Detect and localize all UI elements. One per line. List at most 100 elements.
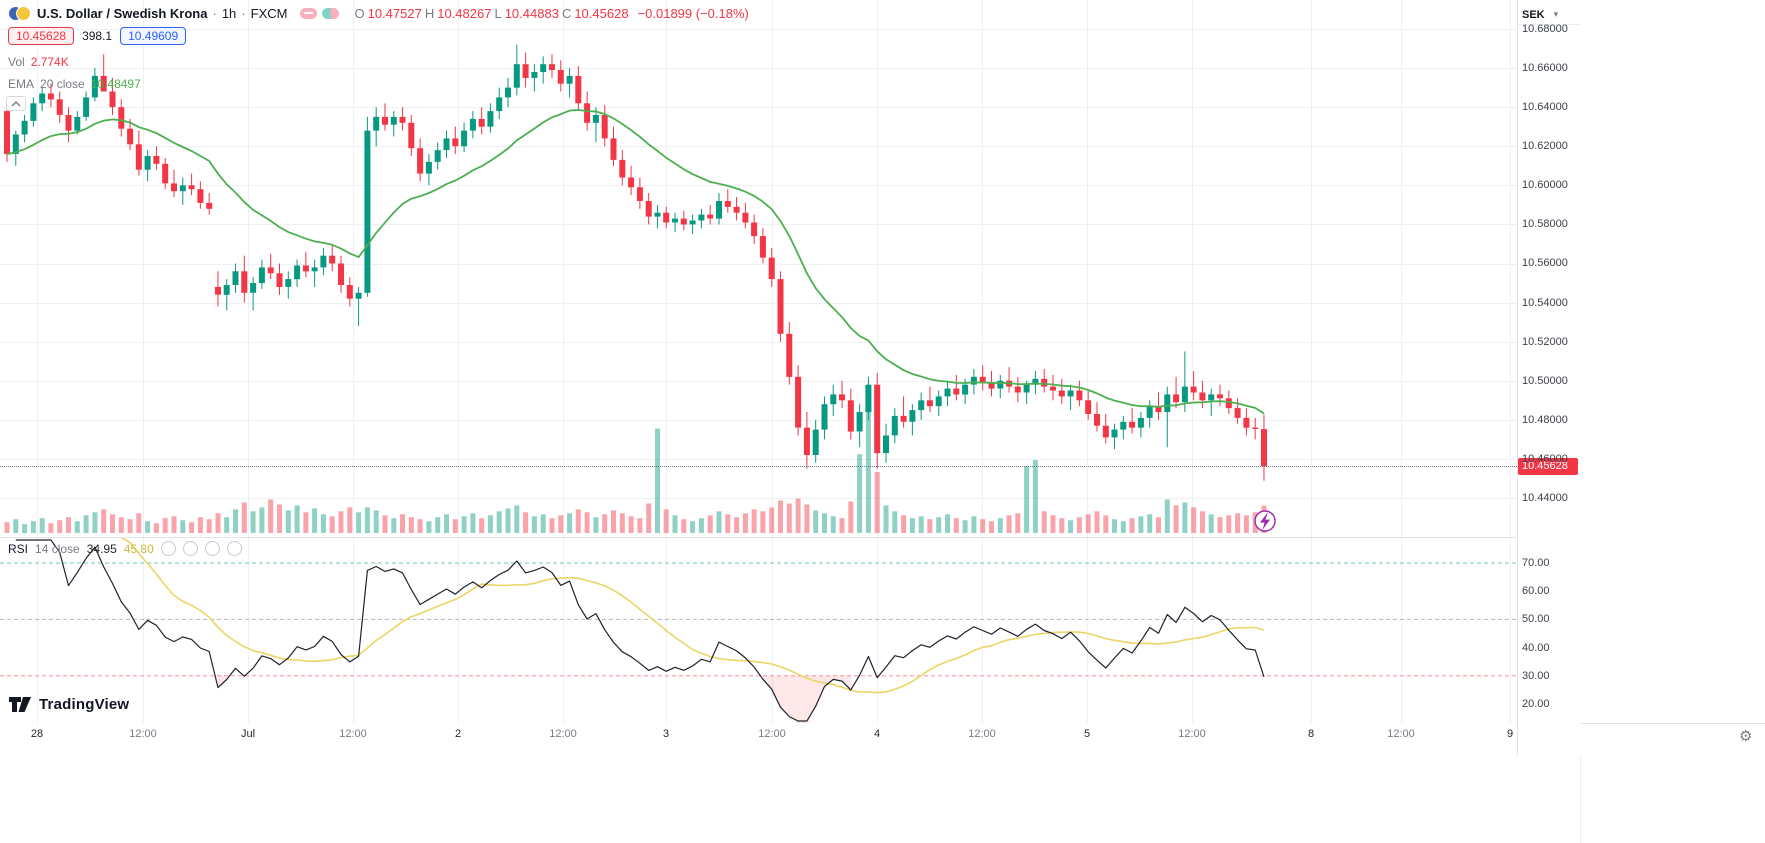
candle (592, 107, 599, 143)
candle (513, 44, 520, 96)
time-axis-label: 8 (1307, 728, 1315, 740)
tradingview-logo[interactable]: TradingView (8, 694, 129, 714)
volume-bar (523, 512, 529, 533)
buy-button[interactable]: 10.49609 (120, 27, 187, 45)
volume-bar (611, 510, 616, 533)
candle (65, 107, 72, 143)
change-value: −0.01899 (−0.18%) (637, 5, 749, 21)
flag-pill-icon[interactable] (300, 7, 318, 19)
volume-bar (470, 513, 476, 533)
volume-bar (927, 519, 933, 533)
volume-bar (734, 517, 740, 533)
volume-bar (39, 518, 45, 533)
candle (1067, 384, 1074, 411)
volume-bar (962, 520, 968, 533)
low-label: L (494, 5, 502, 21)
volume-bar (277, 504, 282, 533)
mini-flag-pill-icon[interactable] (322, 7, 340, 19)
legend-collapse-button[interactable] (6, 96, 26, 111)
volume-bar (716, 511, 722, 533)
candle (425, 154, 432, 186)
last-price-line (0, 466, 1517, 467)
candle (162, 158, 169, 190)
volume-bar (1235, 513, 1241, 533)
time-axis-label: 4 (873, 728, 881, 740)
volume-bar (206, 519, 212, 533)
gear-icon[interactable] (182, 541, 198, 556)
volume-bar (127, 519, 133, 533)
volume-bar (1076, 517, 1082, 533)
candle (610, 126, 617, 166)
volume-bar (698, 518, 704, 533)
interval-button[interactable]: 1h (221, 5, 237, 21)
candle (496, 87, 503, 119)
candle (461, 122, 468, 153)
candle (883, 423, 889, 463)
rsi-pane-canvas[interactable] (0, 537, 1517, 723)
candle (302, 251, 309, 278)
volume-legend[interactable]: Vol 2.774K (8, 55, 69, 69)
ema-line (6, 109, 1265, 415)
candle (30, 97, 37, 127)
settings-gear-icon[interactable]: ⚙ (1739, 728, 1753, 745)
symbol-title[interactable]: U.S. Dollar / Swedish Krona (37, 5, 208, 21)
exchange-label[interactable]: FXCM (250, 5, 288, 21)
volume-bar (487, 515, 493, 533)
candle (953, 374, 960, 401)
pane-separator[interactable] (0, 537, 1580, 538)
candle (364, 116, 371, 297)
volume-bar (619, 513, 625, 533)
eye-icon[interactable] (160, 541, 176, 556)
candle (118, 99, 125, 137)
time-axis[interactable]: 28 12:00 Jul 12:00 2 12:00 3 12:00 4 12:00 5 12:00 8… (0, 723, 1517, 755)
volume-bar (505, 508, 511, 533)
volume-bar (953, 518, 959, 533)
candle (751, 214, 758, 244)
volume-bar (268, 499, 274, 533)
price-axis-label: 10.58000 (1522, 218, 1568, 230)
rsi-legend[interactable]: RSI 14 close 34.95 45.80 (8, 541, 242, 556)
candle (522, 52, 529, 88)
candle (434, 142, 441, 170)
candle (83, 91, 90, 121)
candle (812, 419, 819, 463)
volume-bar (813, 510, 819, 533)
price-axis-label: 10.46000 (1522, 453, 1568, 465)
volume-bar (1006, 515, 1012, 533)
volume-bar (294, 505, 300, 533)
candle (91, 68, 98, 102)
volume-bar (830, 516, 836, 533)
candle (874, 372, 881, 469)
currency-axis-dropdown[interactable]: SEK ▾ (1518, 0, 1581, 25)
volume-bar (778, 500, 783, 533)
candle (109, 77, 116, 115)
time-axis-label: 12:00 (339, 728, 367, 740)
volume-bar (1112, 519, 1117, 533)
time-axis-label: 5 (1083, 728, 1091, 740)
candle (74, 111, 81, 135)
quick-trade-lightning-icon[interactable] (1254, 510, 1276, 532)
more-options-icon[interactable] (226, 541, 242, 556)
time-axis-label: 2 (454, 728, 462, 740)
candle (935, 390, 942, 416)
volume-bar (760, 511, 766, 533)
ema-legend[interactable]: EMA 20 close 10.48497 (8, 77, 141, 91)
delete-icon[interactable] (204, 541, 220, 556)
price-axis-label: 10.44000 (1522, 492, 1568, 504)
volume-bar (13, 519, 19, 533)
price-pane-canvas[interactable] (0, 0, 1517, 537)
symbol-pair-icon (8, 5, 32, 21)
volume-bar (883, 505, 889, 533)
volume-bar (1164, 499, 1170, 533)
candle (786, 322, 793, 385)
rsi-axis-label: 70.00 (1522, 557, 1550, 569)
volume-bar (839, 518, 845, 533)
volume-bar (567, 513, 573, 533)
sell-button[interactable]: 10.45628 (8, 27, 75, 45)
rsi-line (15, 539, 1265, 722)
volume-bar (1129, 518, 1135, 533)
price-axis[interactable]: SEK ▾ 10.45628 10.68000 10.66000 10.64000 1… (1517, 0, 1581, 755)
volume-bar (1024, 466, 1030, 533)
rsi-axis-label: 60.00 (1522, 585, 1550, 597)
